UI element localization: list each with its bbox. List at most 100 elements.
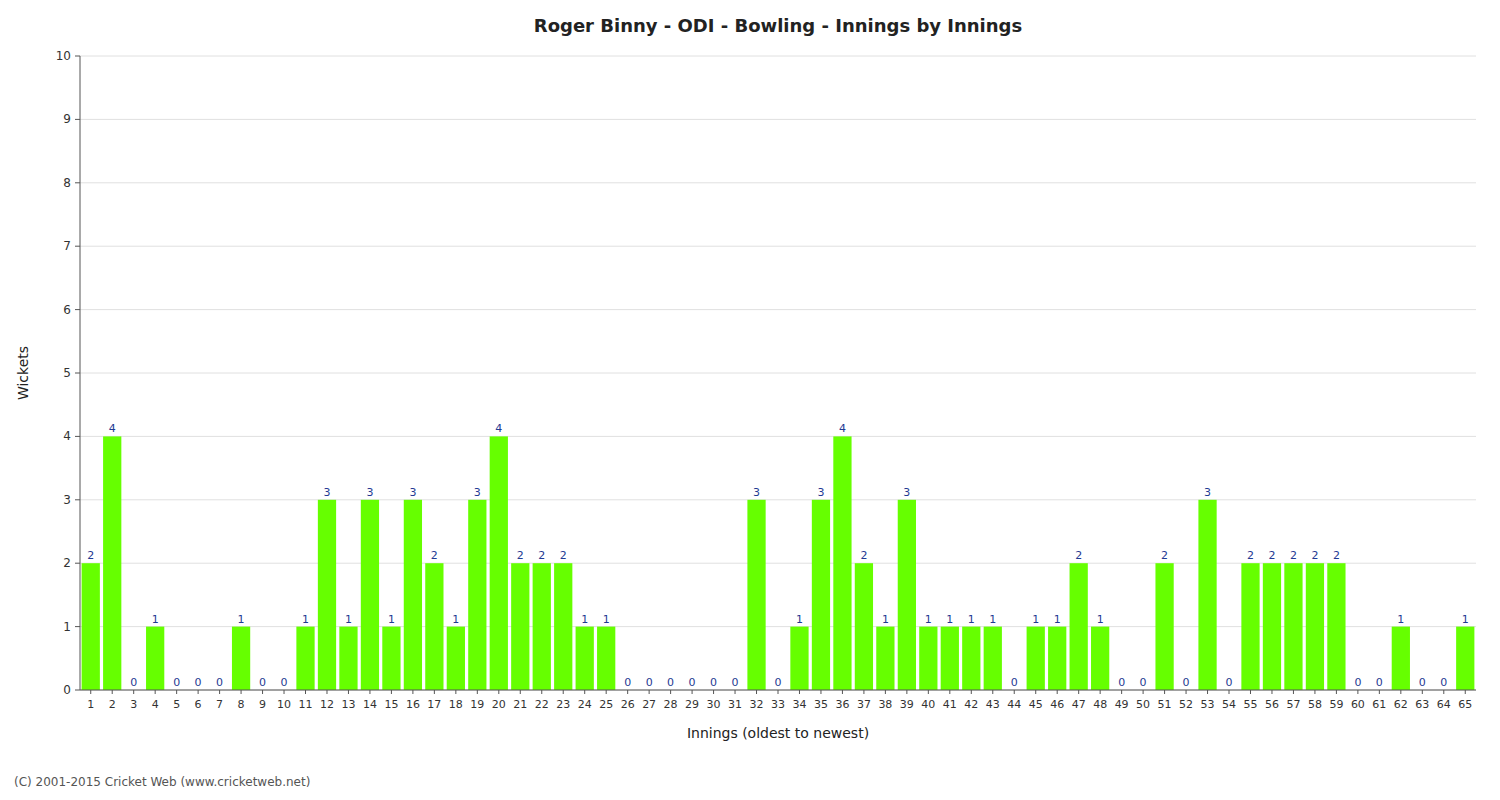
x-tick [176, 690, 177, 694]
grid-line [80, 436, 1476, 437]
x-tick [842, 690, 843, 694]
bar [812, 500, 830, 690]
data-label: 4 [109, 422, 116, 435]
x-tick-label: 16 [406, 698, 420, 711]
x-tick-label: 45 [1029, 698, 1043, 711]
data-label: 1 [452, 613, 459, 626]
x-tick-label: 56 [1265, 698, 1279, 711]
x-tick-label: 60 [1351, 698, 1365, 711]
y-tick [75, 119, 80, 120]
x-tick [412, 690, 413, 694]
x-tick-label: 3 [130, 698, 137, 711]
x-tick-label: 39 [900, 698, 914, 711]
x-axis-label: Innings (oldest to newest) [687, 725, 869, 741]
bar [962, 627, 980, 690]
bar [790, 627, 808, 690]
y-tick [75, 690, 80, 691]
data-label: 0 [1376, 676, 1383, 689]
x-tick [198, 690, 199, 694]
x-tick [1293, 690, 1294, 694]
data-label: 1 [989, 613, 996, 626]
x-tick [1336, 690, 1337, 694]
x-tick [1078, 690, 1079, 694]
data-label: 0 [646, 676, 653, 689]
x-tick-label: 20 [492, 698, 506, 711]
data-label: 1 [796, 613, 803, 626]
data-label: 1 [1397, 613, 1404, 626]
y-tick [75, 246, 80, 247]
data-label: 0 [259, 676, 266, 689]
y-tick [75, 309, 80, 310]
data-label: 0 [195, 676, 202, 689]
x-tick-label: 27 [642, 698, 656, 711]
x-tick [692, 690, 693, 694]
data-label: 2 [1290, 549, 1297, 562]
x-tick-label: 61 [1372, 698, 1386, 711]
grid-line [80, 309, 1476, 310]
bar [1284, 563, 1302, 690]
x-tick [155, 690, 156, 694]
x-tick [1164, 690, 1165, 694]
data-label: 0 [173, 676, 180, 689]
x-tick-label: 65 [1458, 698, 1472, 711]
x-tick-label: 52 [1179, 698, 1193, 711]
x-tick [1379, 690, 1380, 694]
data-label: 0 [1011, 676, 1018, 689]
grid-line [80, 119, 1476, 120]
data-label: 3 [817, 486, 824, 499]
y-tick-label: 6 [63, 303, 71, 317]
x-tick [885, 690, 886, 694]
x-tick-label: 9 [259, 698, 266, 711]
bar [898, 500, 916, 690]
bar [1027, 627, 1045, 690]
data-label: 1 [302, 613, 309, 626]
bar [318, 500, 336, 690]
x-tick-label: 35 [814, 698, 828, 711]
grid-line [80, 499, 1476, 500]
y-axis-line [80, 56, 81, 690]
bar [833, 436, 851, 690]
x-tick [971, 690, 972, 694]
bar [425, 563, 443, 690]
x-tick [778, 690, 779, 694]
data-label: 2 [1333, 549, 1340, 562]
x-tick [520, 690, 521, 694]
x-tick-label: 8 [238, 698, 245, 711]
bar [1241, 563, 1259, 690]
y-tick [75, 373, 80, 374]
bar [468, 500, 486, 690]
data-label: 4 [839, 422, 846, 435]
x-tick-label: 12 [320, 698, 334, 711]
bar [941, 627, 959, 690]
y-tick [75, 56, 80, 57]
data-label: 3 [323, 486, 330, 499]
y-tick-label: 10 [56, 49, 71, 63]
bar [1070, 563, 1088, 690]
data-label: 1 [581, 613, 588, 626]
data-label: 0 [130, 676, 137, 689]
data-label: 2 [1075, 549, 1082, 562]
y-axis: 012345678910 [56, 49, 80, 697]
x-tick [90, 690, 91, 694]
data-label: 2 [560, 549, 567, 562]
x-tick-label: 13 [341, 698, 355, 711]
x-tick-label: 48 [1093, 698, 1107, 711]
data-label: 3 [903, 486, 910, 499]
bar [1048, 627, 1066, 690]
x-tick-label: 58 [1308, 698, 1322, 711]
y-tick [75, 563, 80, 564]
x-tick-label: 24 [578, 698, 592, 711]
data-label: 1 [1462, 613, 1469, 626]
bar [296, 627, 314, 690]
bars [82, 436, 1475, 690]
grid-line [80, 182, 1476, 183]
bar [1456, 627, 1474, 690]
y-tick-label: 2 [63, 556, 71, 570]
x-tick [649, 690, 650, 694]
grid-line [80, 373, 1476, 374]
data-label: 2 [1161, 549, 1168, 562]
x-tick-label: 49 [1115, 698, 1129, 711]
bar [919, 627, 937, 690]
x-tick-label: 57 [1286, 698, 1300, 711]
x-tick-label: 36 [835, 698, 849, 711]
